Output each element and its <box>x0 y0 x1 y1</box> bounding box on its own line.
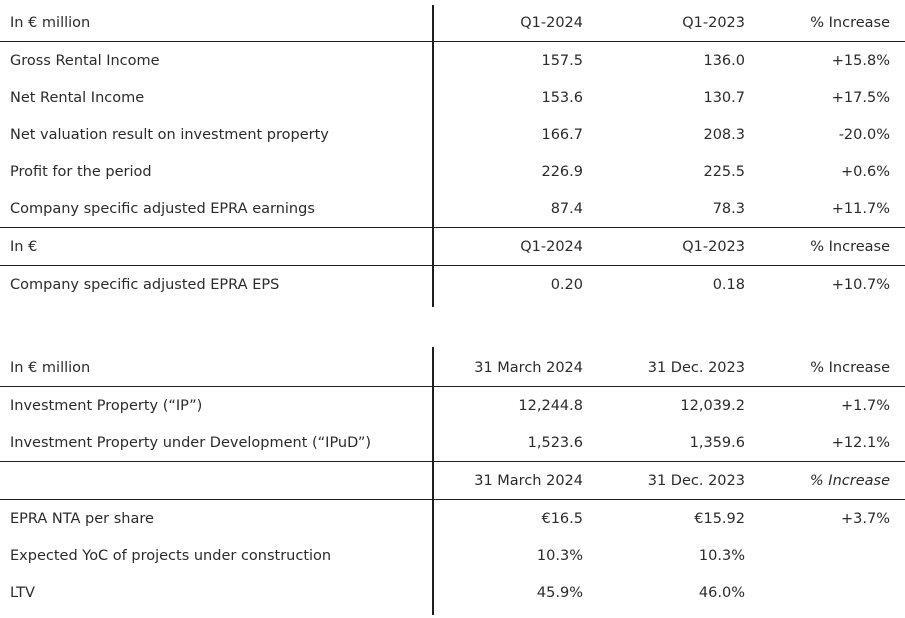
row-label: Company specific adjusted EPRA earnings <box>10 200 315 217</box>
table-header-row: In € million 31 March 2024 31 Dec. 2023 … <box>0 349 905 387</box>
row-label: Gross Rental Income <box>10 52 160 69</box>
row-value-change: +3.7% <box>841 510 890 527</box>
row-value-prior: 78.3 <box>712 200 745 217</box>
header-col-current: 31 March 2024 <box>474 359 583 376</box>
row-value-prior: 208.3 <box>703 126 745 143</box>
header-col-change: % Increase <box>810 14 890 31</box>
row-value-current: 157.5 <box>541 52 583 69</box>
row-value-change: +11.7% <box>831 200 890 217</box>
row-value-current: 166.7 <box>541 126 583 143</box>
row-value-prior: 0.18 <box>712 276 745 293</box>
table-row: Company specific adjusted EPRA EPS 0.20 … <box>0 266 905 303</box>
table-row: EPRA NTA per share €16.5 €15.92 +3.7% <box>0 500 905 537</box>
row-value-change: -20.0% <box>838 126 890 143</box>
table-row: Profit for the period 226.9 225.5 +0.6% <box>0 153 905 190</box>
row-label: LTV <box>10 584 35 601</box>
row-value-prior: 1,359.6 <box>689 434 745 451</box>
table-subheader-row: 31 March 2024 31 Dec. 2023 % Increase <box>0 462 905 500</box>
header-col-current: Q1-2024 <box>520 14 583 31</box>
table-header-row: In € million Q1-2024 Q1-2023 % Increase <box>0 4 905 42</box>
row-label: Profit for the period <box>10 163 152 180</box>
row-value-prior: 12,039.2 <box>680 397 745 414</box>
row-value-current: 87.4 <box>550 200 583 217</box>
header-col-current: 31 March 2024 <box>474 472 583 489</box>
row-value-prior: 136.0 <box>703 52 745 69</box>
header-col-prior: Q1-2023 <box>682 238 745 255</box>
row-label: Expected YoC of projects under construct… <box>10 547 332 564</box>
table-row: Investment Property under Development (“… <box>0 424 905 462</box>
header-label: In € million <box>10 359 91 376</box>
header-col-change: % Increase <box>809 472 890 489</box>
row-value-change: +10.7% <box>831 276 890 293</box>
row-value-prior: 46.0% <box>698 584 745 601</box>
row-value-prior: €15.92 <box>694 510 745 527</box>
row-value-prior: 10.3% <box>698 547 745 564</box>
row-value-change: +1.7% <box>841 397 890 414</box>
header-col-change: % Increase <box>810 359 890 376</box>
row-value-current: 1,523.6 <box>527 434 583 451</box>
table-row: Expected YoC of projects under construct… <box>0 537 905 574</box>
header-col-current: Q1-2024 <box>520 238 583 255</box>
row-value-change: +0.6% <box>841 163 890 180</box>
row-value-change: +17.5% <box>831 89 890 106</box>
row-label: Investment Property under Development (“… <box>10 434 372 451</box>
row-label: Investment Property (“IP”) <box>10 397 203 414</box>
header-col-prior: 31 Dec. 2023 <box>647 359 745 376</box>
row-value-current: 226.9 <box>541 163 583 180</box>
row-value-current: 153.6 <box>541 89 583 106</box>
row-value-prior: 225.5 <box>703 163 745 180</box>
column-divider <box>432 347 434 615</box>
table-row: Company specific adjusted EPRA earnings … <box>0 190 905 228</box>
row-value-current: 12,244.8 <box>518 397 583 414</box>
header-label: In € million <box>10 14 91 31</box>
q1-income-table: In € million Q1-2024 Q1-2023 % Increase … <box>0 4 905 303</box>
table-row: Investment Property (“IP”) 12,244.8 12,0… <box>0 387 905 424</box>
row-value-change: +15.8% <box>831 52 890 69</box>
header-label: In € <box>10 238 38 255</box>
row-value-current: 45.9% <box>536 584 583 601</box>
row-value-prior: 130.7 <box>703 89 745 106</box>
row-label: Company specific adjusted EPRA EPS <box>10 276 280 293</box>
row-value-current: 0.20 <box>550 276 583 293</box>
header-col-prior: Q1-2023 <box>682 14 745 31</box>
row-value-current: 10.3% <box>536 547 583 564</box>
table-row: Gross Rental Income 157.5 136.0 +15.8% <box>0 42 905 79</box>
row-label: Net Rental Income <box>10 89 145 106</box>
row-value-current: €16.5 <box>541 510 583 527</box>
table-row: LTV 45.9% 46.0% <box>0 574 905 611</box>
column-divider <box>432 5 434 307</box>
table-subheader-row: In € Q1-2024 Q1-2023 % Increase <box>0 228 905 266</box>
row-label: Net valuation result on investment prope… <box>10 126 329 143</box>
header-col-change: % Increase <box>810 238 890 255</box>
row-label: EPRA NTA per share <box>10 510 154 527</box>
row-value-change: +12.1% <box>831 434 890 451</box>
balance-sheet-table: In € million 31 March 2024 31 Dec. 2023 … <box>0 349 905 611</box>
table-row: Net valuation result on investment prope… <box>0 116 905 153</box>
header-col-prior: 31 Dec. 2023 <box>647 472 745 489</box>
table-row: Net Rental Income 153.6 130.7 +17.5% <box>0 79 905 116</box>
